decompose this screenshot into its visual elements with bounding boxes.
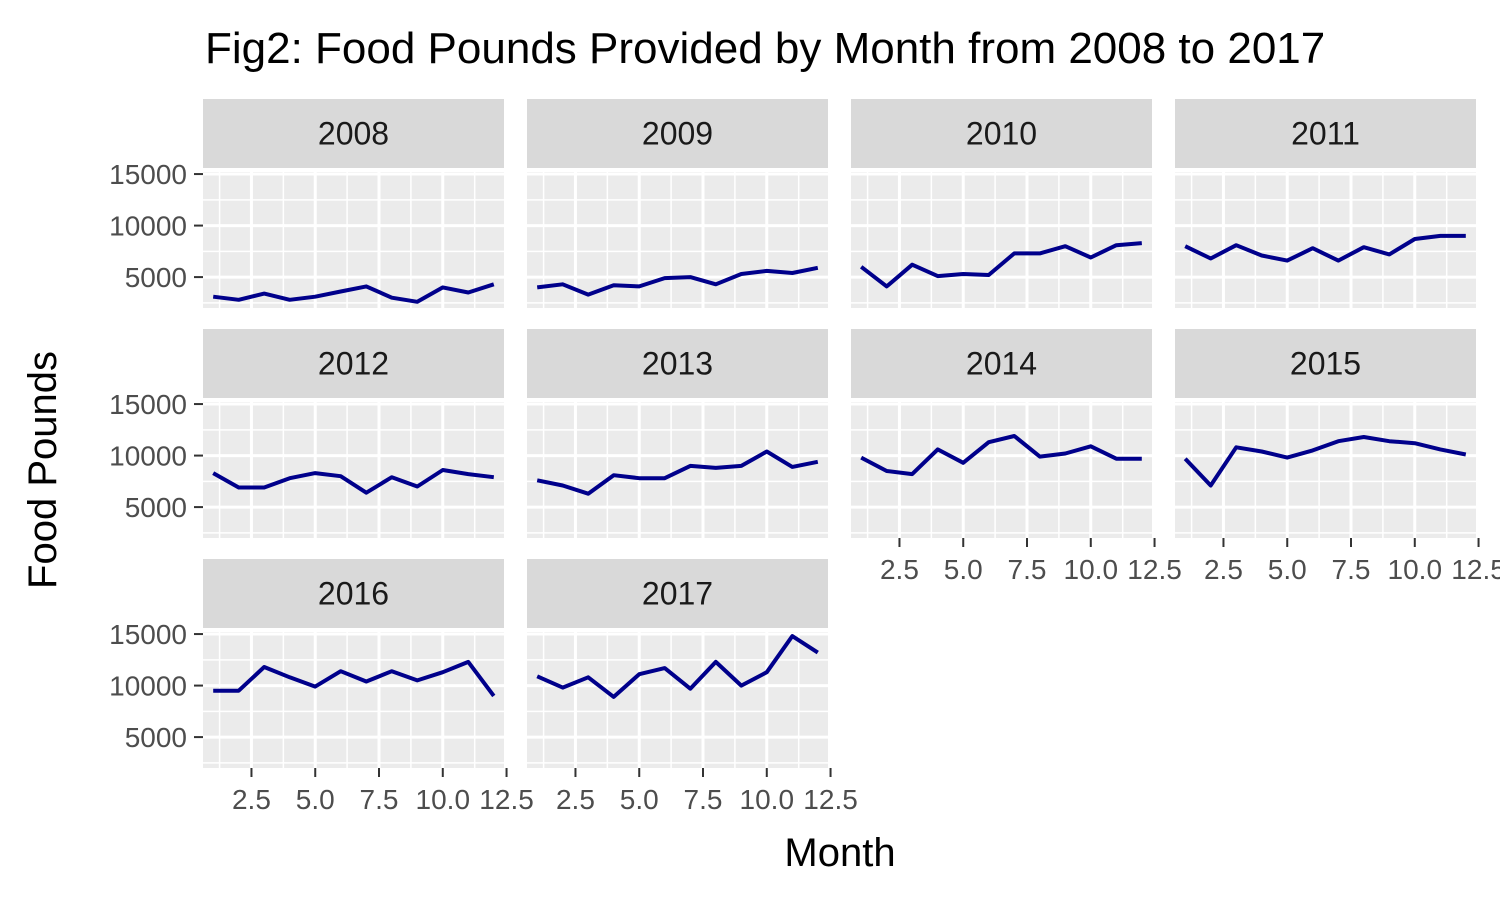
facet-panel-2010: 2010 <box>851 99 1152 308</box>
y-tick-label: 5000 <box>125 492 187 523</box>
facet-strip-label: 2012 <box>318 346 389 382</box>
panel-background <box>851 172 1152 308</box>
series-line-2015 <box>1183 435 1467 488</box>
facet-strip-label: 2015 <box>1290 346 1361 382</box>
series-line-2009 <box>536 265 819 297</box>
series-line-2017 <box>536 634 819 699</box>
facet-panel-2013: 2013 <box>527 329 828 538</box>
x-axis-title: Month <box>784 831 895 875</box>
panel-background <box>851 402 1152 538</box>
x-tick-label: 2.5 <box>1204 554 1243 585</box>
y-tick-label: 10000 <box>109 671 187 702</box>
y-tick-label: 10000 <box>109 211 187 242</box>
facet-panel-2016: 2016 5000 10000 15000 2.5 5.0 7.5 10.0 12.5 <box>109 559 534 815</box>
facet-strip-label: 2008 <box>318 116 389 152</box>
x-tick-label: 5.0 <box>620 784 659 815</box>
series-line-2016 <box>213 659 496 698</box>
x-tick-label: 7.5 <box>360 784 399 815</box>
facet-strip-label: 2010 <box>966 116 1037 152</box>
facet-strip <box>851 329 1152 398</box>
x-tick-label: 2.5 <box>556 784 595 815</box>
facet-strip <box>851 99 1152 168</box>
panel-background <box>203 172 504 308</box>
series-line-2011 <box>1184 233 1466 263</box>
facet-panel-2011: 2011 <box>1175 99 1476 308</box>
series-line-2014 <box>860 434 1142 477</box>
facet-panel-2008: 2008 5000 10000 15000 <box>109 99 504 308</box>
facet-panel-2009: 2009 <box>527 99 828 308</box>
y-tick-label: 5000 <box>125 262 187 293</box>
x-tick-label: 10.0 <box>416 784 471 815</box>
panel-background <box>1175 402 1476 538</box>
series-line-2008 <box>212 282 495 304</box>
series-line-2012 <box>212 468 495 495</box>
facet-strip-label: 2011 <box>1291 116 1360 152</box>
x-tick-label: 7.5 <box>1332 554 1371 585</box>
x-tick-label: 12.5 <box>1451 554 1500 585</box>
x-tick-label: 5.0 <box>296 784 335 815</box>
facet-panels: 2008 5000 10000 15000 2009 2010 2011 2012 5000 10… <box>109 99 1500 815</box>
y-tick-label: 5000 <box>125 722 187 753</box>
facet-strip <box>203 99 504 168</box>
facet-strip <box>203 559 504 628</box>
facet-panel-2012: 2012 5000 10000 15000 <box>109 329 504 538</box>
x-tick-label: 5.0 <box>944 554 983 585</box>
facet-strip-label: 2014 <box>966 346 1037 382</box>
panel-background <box>527 172 828 308</box>
x-tick-label: 10.0 <box>1388 554 1443 585</box>
x-tick-label: 12.5 <box>1127 554 1182 585</box>
x-tick-label: 2.5 <box>232 784 271 815</box>
x-tick-label: 2.5 <box>880 554 919 585</box>
facet-strip <box>1175 329 1476 398</box>
facet-strip-label: 2016 <box>318 576 389 612</box>
panel-background <box>203 402 504 538</box>
series-line-2013 <box>536 449 819 496</box>
x-tick-label: 12.5 <box>803 784 858 815</box>
x-tick-label: 10.0 <box>1064 554 1119 585</box>
facet-strip <box>527 329 828 398</box>
y-tick-label: 10000 <box>109 441 187 472</box>
facet-strip-label: 2017 <box>642 576 713 612</box>
facet-strip-label: 2009 <box>642 116 713 152</box>
x-tick-label: 7.5 <box>1008 554 1047 585</box>
x-tick-label: 5.0 <box>1268 554 1307 585</box>
x-tick-label: 7.5 <box>684 784 723 815</box>
facet-strip <box>527 559 828 628</box>
panel-background <box>1175 172 1476 308</box>
facet-strip <box>1175 99 1476 168</box>
facet-strip-label: 2013 <box>642 346 713 382</box>
panel-background <box>203 632 504 768</box>
chart-title: Fig2: Food Pounds Provided by Month from… <box>205 24 1325 73</box>
x-tick-label: 12.5 <box>479 784 534 815</box>
y-axis-title: Food Pounds <box>21 351 65 589</box>
x-tick-label: 10.0 <box>740 784 795 815</box>
y-tick-label: 15000 <box>109 619 187 650</box>
facet-strip <box>527 99 828 168</box>
y-tick-label: 15000 <box>109 389 187 420</box>
facet-panel-2017: 2017 2.5 5.0 7.5 10.0 12.5 <box>527 559 858 815</box>
facet-strip <box>203 329 504 398</box>
y-tick-label: 15000 <box>109 159 187 190</box>
series-line-2010 <box>859 241 1142 289</box>
facet-panel-2014: 2014 2.5 5.0 7.5 10.0 12.5 <box>851 329 1182 585</box>
facet-panel-2015: 2015 2.5 5.0 7.5 10.0 12.5 <box>1175 329 1500 585</box>
